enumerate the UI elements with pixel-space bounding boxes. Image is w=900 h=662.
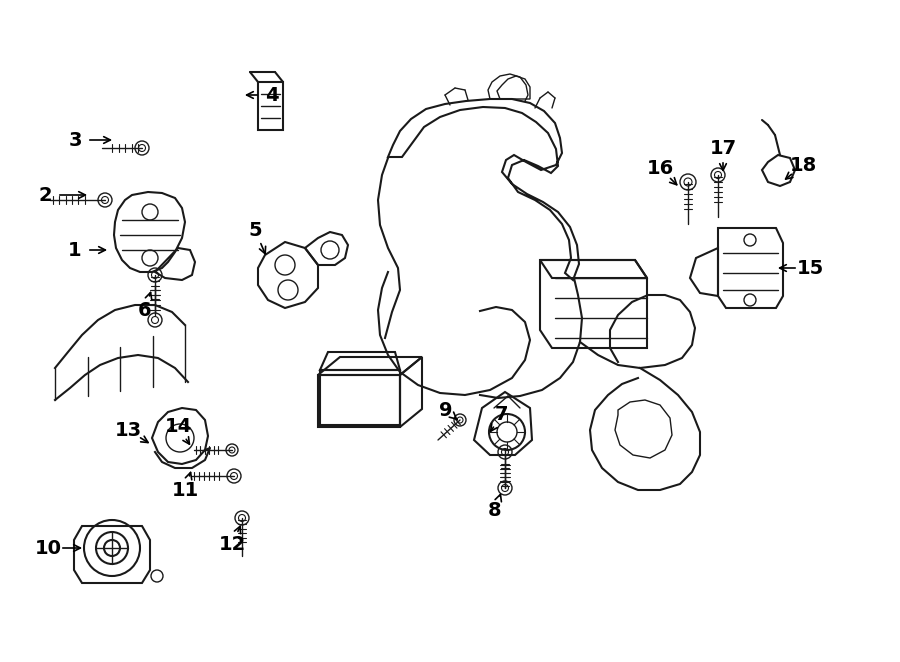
Text: 16: 16 bbox=[646, 158, 673, 177]
Text: 13: 13 bbox=[114, 420, 141, 440]
Text: 18: 18 bbox=[789, 156, 816, 175]
Text: 17: 17 bbox=[709, 138, 736, 158]
Text: 7: 7 bbox=[495, 406, 508, 424]
Text: 6: 6 bbox=[139, 301, 152, 320]
Text: 10: 10 bbox=[34, 538, 61, 557]
Text: 2: 2 bbox=[38, 185, 52, 205]
Text: 5: 5 bbox=[248, 220, 262, 240]
Text: 11: 11 bbox=[171, 481, 199, 500]
Text: 12: 12 bbox=[219, 536, 246, 555]
Text: 4: 4 bbox=[266, 85, 279, 105]
Text: 15: 15 bbox=[796, 258, 824, 277]
Text: 1: 1 bbox=[68, 240, 82, 260]
Text: 9: 9 bbox=[439, 401, 453, 420]
Text: 14: 14 bbox=[165, 418, 192, 436]
Text: 3: 3 bbox=[68, 130, 82, 150]
Text: 8: 8 bbox=[488, 500, 502, 520]
